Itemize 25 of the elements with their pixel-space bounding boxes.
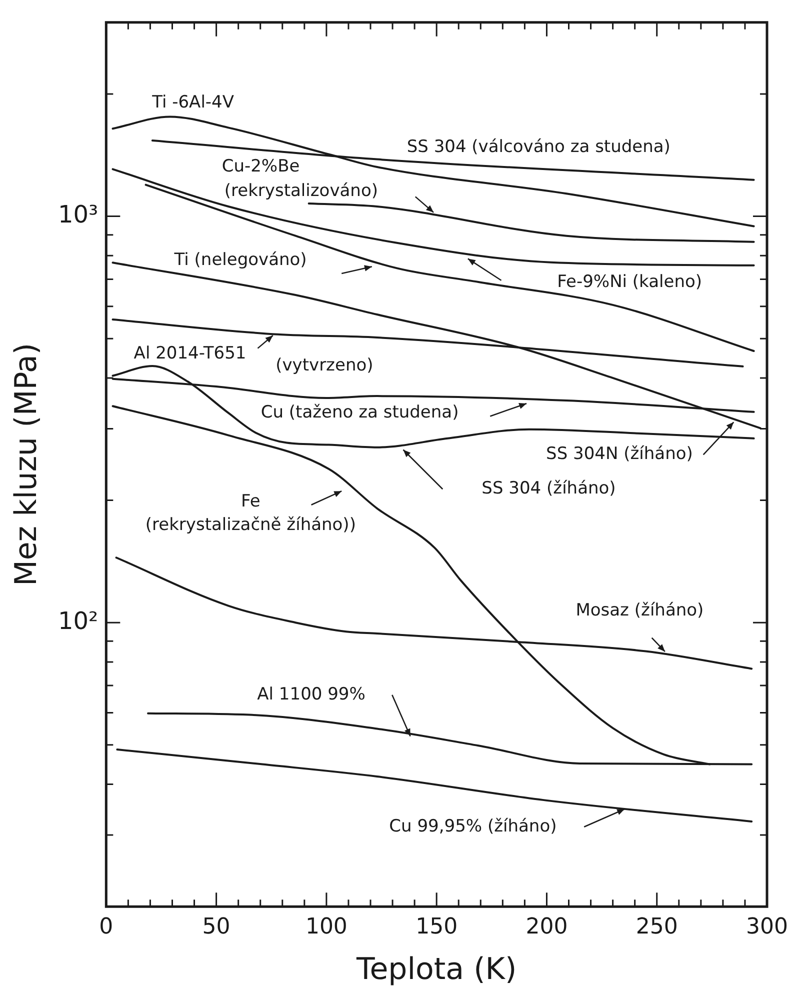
annotation: SS 304 (žíháno) [482, 478, 616, 499]
y-tick-label: 10³ [58, 200, 98, 228]
y-axis-title: Mez kluzu (MPa) [8, 342, 44, 586]
annotation: Mosaz (žíháno) [576, 600, 704, 621]
annotation: Cu 99,95% (žíháno) [389, 816, 557, 836]
x-tick-label: 150 [416, 914, 458, 940]
annotation: Ti (nelegováno) [173, 250, 307, 270]
x-axis-title: Teplota (K) [355, 952, 517, 987]
x-tick-label: 250 [636, 914, 678, 940]
x-tick-label: 300 [746, 914, 788, 940]
annotation: Al 2014-T651 [134, 344, 246, 364]
annotation: Cu-2%Be (rekrystalizováno) [222, 156, 378, 202]
x-tick-label: 200 [526, 914, 568, 940]
annotation: SS 304N (žíháno) [546, 444, 693, 464]
annotation: Fe-9%Ni (kaleno) [557, 272, 702, 292]
annotation: (vytvrzeno) [276, 355, 374, 376]
annotation: Al 1100 99% [257, 684, 366, 704]
x-tick-label: 100 [305, 914, 348, 940]
x-tick-label: 50 [202, 914, 230, 940]
annotation: Fe (rekrystalizačně žíháno)) [145, 491, 356, 535]
annotation: Cu (taženo za studena) [260, 402, 459, 423]
y-tick-label: 10² [58, 606, 98, 635]
annotation: SS 304 (válcováno za studena) [406, 136, 670, 157]
x-tick-label: 0 [99, 914, 114, 940]
annotation: Ti -6Al-4V [151, 92, 234, 113]
